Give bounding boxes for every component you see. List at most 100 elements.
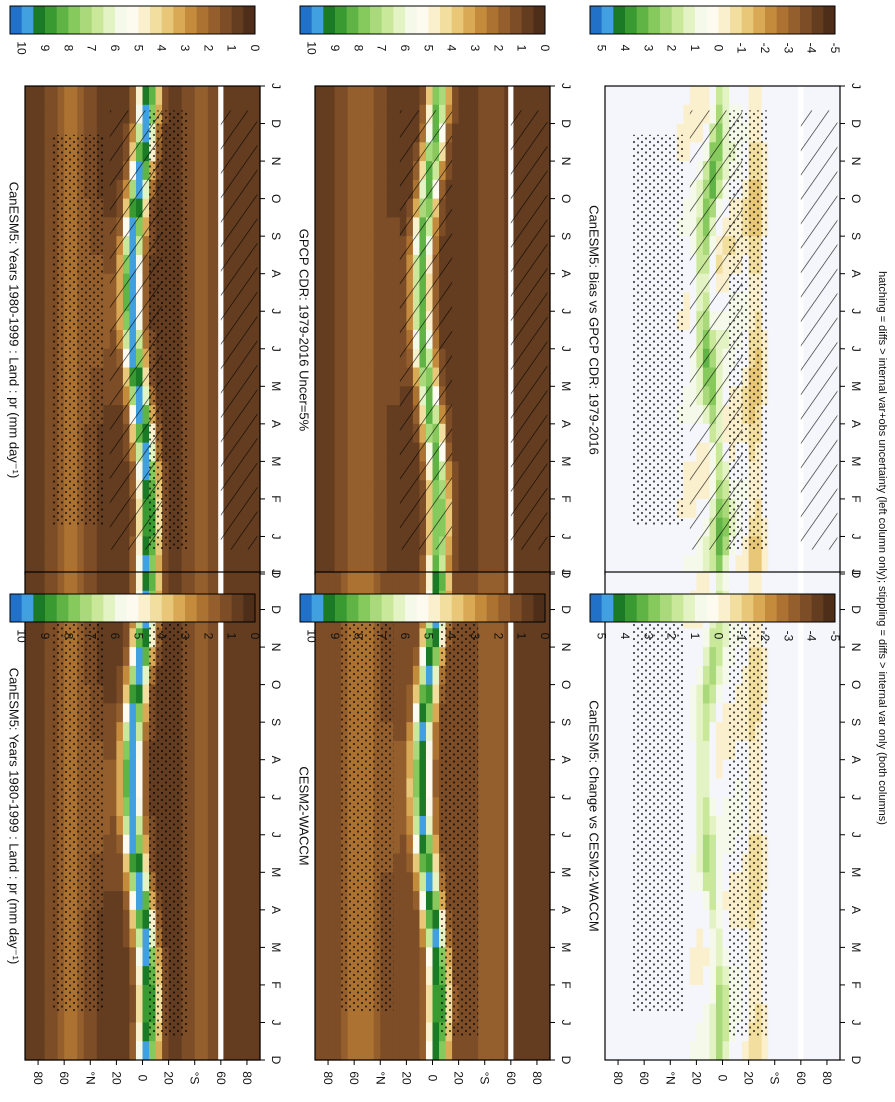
heat-cell <box>412 891 421 911</box>
heat-cell <box>504 665 512 686</box>
colorbar-label: 1 <box>515 45 529 52</box>
heat-cell <box>497 778 505 798</box>
heat-cell <box>406 947 414 967</box>
heat-cell <box>25 1041 33 1061</box>
heat-cell <box>781 536 789 556</box>
hatching-overlay <box>510 110 548 550</box>
heat-cell <box>354 217 362 237</box>
heat-cell <box>315 198 323 218</box>
heat-cell <box>478 628 486 648</box>
heat-cell <box>657 104 665 125</box>
heat-cell <box>201 292 209 312</box>
heat-cell <box>129 966 137 986</box>
heat-cell <box>207 797 215 817</box>
heat-cell <box>347 198 355 218</box>
heat-cell <box>504 217 512 237</box>
heat-cell <box>341 367 349 387</box>
heat-cell <box>328 161 336 181</box>
heat-cell <box>412 647 421 667</box>
heat-cell <box>315 86 323 106</box>
colorbar-swatch <box>463 594 476 622</box>
heat-cell <box>432 778 440 798</box>
heat-cell <box>214 161 222 181</box>
heat-cell <box>624 86 632 106</box>
heat-cell <box>380 86 388 106</box>
heat-cell <box>227 1022 235 1042</box>
colorbar-swatch <box>115 594 128 622</box>
month-tick-label: D <box>559 570 573 579</box>
heat-cell <box>380 217 388 237</box>
heat-cell <box>44 367 52 387</box>
heat-cell <box>334 273 342 294</box>
heat-cell <box>328 330 336 350</box>
heat-cell <box>194 273 202 294</box>
heat-cell <box>683 254 691 275</box>
heat-cell <box>497 665 505 686</box>
heat-cell <box>644 123 652 143</box>
panel-1: 8060°N20020°S6080DJFMAMJJASONDJCanESM5: … <box>7 5 283 599</box>
heat-cell <box>214 423 222 444</box>
heat-cell <box>781 311 789 331</box>
heat-cell <box>321 1022 329 1042</box>
heat-cell <box>471 217 479 237</box>
heat-cell <box>38 498 46 519</box>
heat-cell <box>386 1022 394 1042</box>
heat-cell <box>328 797 336 817</box>
heat-cell <box>194 123 202 143</box>
heat-cell <box>194 254 202 275</box>
colorbar-label: 6 <box>108 633 122 640</box>
heat-cell <box>116 797 124 817</box>
heat-cell <box>321 628 329 648</box>
heat-cell <box>491 254 499 275</box>
heat-cell <box>38 872 46 892</box>
heat-cell <box>240 872 248 892</box>
heat-cell <box>367 480 375 500</box>
heat-cell <box>670 104 678 125</box>
heat-cell <box>373 498 381 519</box>
heat-cell <box>31 517 39 538</box>
heat-cell <box>543 909 551 930</box>
heat-cell <box>611 198 619 218</box>
heat-cell <box>194 330 202 350</box>
heat-cell <box>543 928 551 948</box>
heat-cell <box>70 572 78 592</box>
heat-cell <box>214 909 222 930</box>
heat-cell <box>220 759 228 780</box>
colorbar-swatch <box>393 594 406 622</box>
heat-cell <box>334 853 342 873</box>
heat-cell <box>347 517 355 538</box>
heat-cell <box>452 572 460 592</box>
month-tick-label: N <box>559 157 573 166</box>
heat-cell <box>334 572 342 592</box>
heat-cell <box>510 984 518 1005</box>
heat-cell <box>70 1022 78 1042</box>
colorbar-swatch <box>683 6 696 34</box>
heat-cell <box>57 1003 65 1024</box>
heat-cell <box>240 909 248 930</box>
heat-cell <box>38 179 46 200</box>
heat-cell <box>354 86 362 106</box>
colorbar-swatch <box>440 6 453 34</box>
heat-cell <box>787 498 795 519</box>
heat-cell <box>44 536 52 556</box>
heat-cell <box>129 555 137 575</box>
colorbar-label: 0 <box>248 633 262 640</box>
heat-cell <box>393 405 401 425</box>
heat-cell <box>38 86 46 106</box>
heat-cell <box>207 517 215 538</box>
heat-cell <box>116 834 124 855</box>
colorbar-label: 2 <box>491 633 505 640</box>
heat-cell <box>321 348 329 369</box>
heat-cell <box>103 628 111 648</box>
heat-cell <box>328 104 336 125</box>
heat-cell <box>471 555 479 575</box>
heat-cell <box>220 984 228 1005</box>
heat-cell <box>341 86 349 106</box>
heat-cell <box>432 947 440 967</box>
heat-cell <box>25 142 33 162</box>
heat-cell <box>233 834 242 855</box>
heat-cell <box>207 778 215 798</box>
heat-cell <box>188 778 196 798</box>
heat-cell <box>214 254 222 275</box>
heat-cell <box>425 891 434 911</box>
